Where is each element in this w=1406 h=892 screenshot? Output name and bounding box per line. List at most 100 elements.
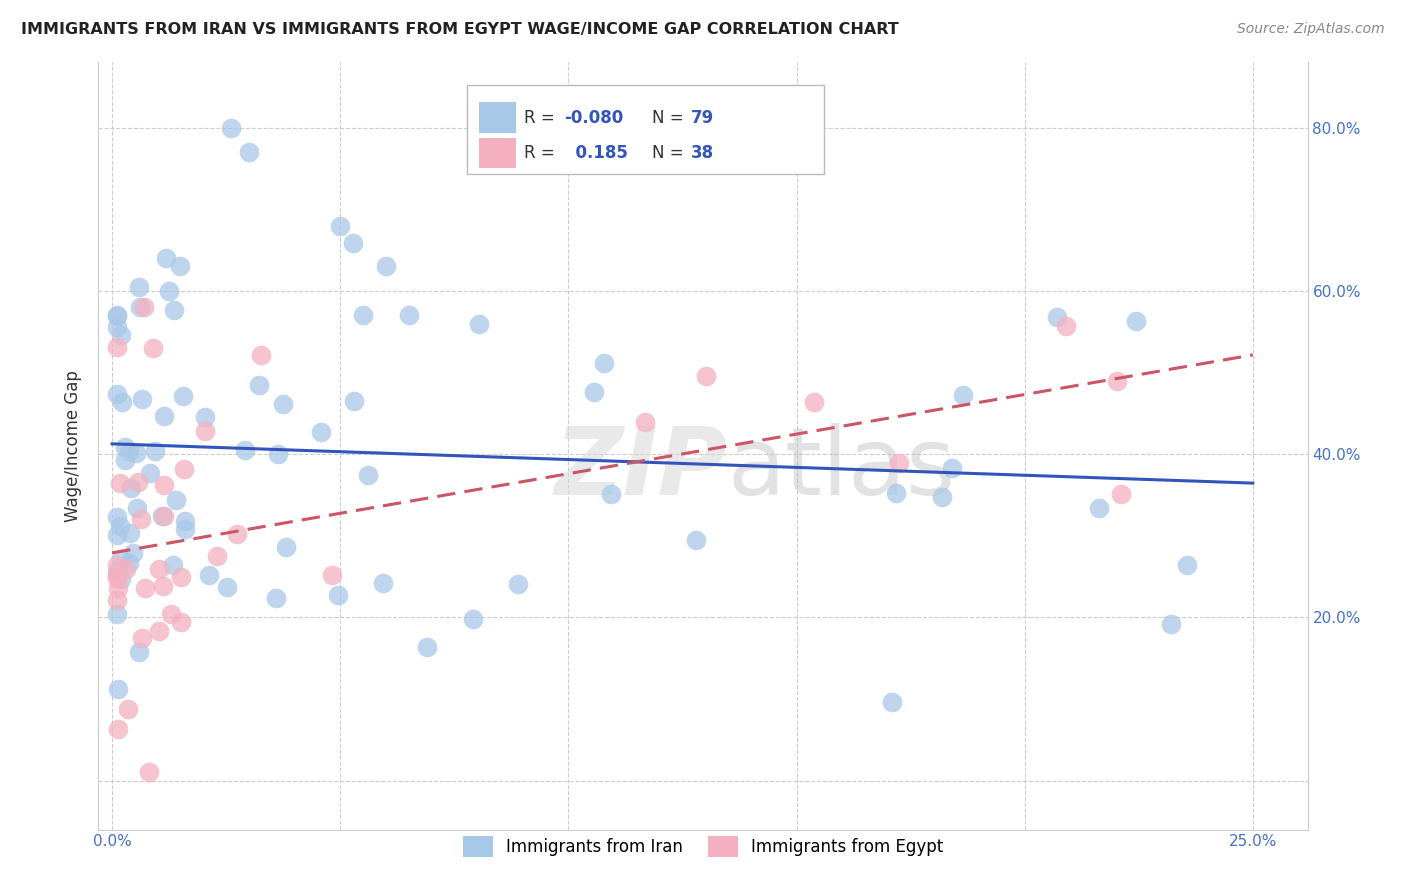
Point [352,309,374,323]
Point [152,579,174,593]
Point [1046,310,1069,324]
Point [165,492,187,507]
Point [271,397,294,411]
Point [128,645,150,659]
Point [128,280,150,294]
Point [173,461,195,475]
Point [356,468,378,483]
Point [105,387,128,401]
Point [117,701,139,715]
Point [266,591,288,606]
Point [118,443,141,458]
Point [155,251,177,265]
Text: N =: N = [652,109,689,127]
Point [105,565,128,579]
Point [309,425,332,440]
Point [194,425,217,439]
Point [131,392,153,407]
Point [114,452,136,467]
Point [115,562,138,576]
Point [508,577,530,591]
Point [105,340,128,354]
Text: 0.185: 0.185 [564,144,628,162]
Point [105,309,128,323]
Point [267,447,290,461]
Point [108,475,131,490]
Point [592,356,614,370]
Text: Source: ZipAtlas.com: Source: ZipAtlas.com [1237,22,1385,37]
Point [326,588,349,602]
Point [1160,616,1182,631]
Point [120,526,142,541]
Point [118,557,141,571]
Point [238,145,260,160]
Point [886,486,908,500]
Point [1175,558,1198,572]
Point [132,300,155,314]
Point [131,632,153,646]
Y-axis label: Wage/Income Gap: Wage/Income Gap [65,370,83,522]
Point [685,533,707,548]
Point [461,612,484,626]
Point [125,446,148,460]
Point [129,511,152,525]
Point [157,285,180,299]
Point [129,300,152,314]
Point [882,696,904,710]
Point [174,514,197,528]
Point [139,466,162,480]
Point [1054,318,1077,333]
Point [105,607,128,621]
Point [162,558,184,572]
Point [173,522,195,536]
Point [941,460,963,475]
Point [105,593,128,607]
Text: N =: N = [652,144,689,162]
Text: R =: R = [524,109,560,127]
Point [215,580,238,594]
Text: 79: 79 [690,109,714,127]
Point [110,328,132,343]
Point [374,260,396,274]
Point [105,558,128,572]
Text: atlas: atlas [727,423,956,515]
Point [803,395,825,409]
Point [134,581,156,595]
Point [194,409,217,424]
Point [152,478,174,492]
Point [127,475,149,489]
Text: R =: R = [524,144,560,162]
Point [107,582,129,596]
FancyBboxPatch shape [479,103,516,133]
Point [274,540,297,554]
Point [105,308,128,322]
Point [226,527,249,541]
Point [107,722,129,736]
Point [583,384,606,399]
Point [143,444,166,458]
Point [170,570,193,584]
Point [1107,374,1129,388]
Point [952,388,974,402]
Point [152,509,174,524]
Point [125,500,148,515]
Point [142,341,165,355]
Point [105,568,128,582]
Point [159,607,181,621]
Legend: Immigrants from Iran, Immigrants from Egypt: Immigrants from Iran, Immigrants from Eg… [456,830,950,863]
Point [111,394,134,409]
Point [197,568,219,582]
Point [634,415,657,429]
Point [468,317,491,331]
Point [105,528,128,542]
Point [122,546,145,560]
Point [170,615,193,629]
Point [169,259,191,273]
Point [138,765,160,780]
Point [110,552,132,566]
Text: 38: 38 [690,144,714,162]
Point [600,487,623,501]
Point [695,369,717,384]
Point [329,219,352,233]
Point [321,567,343,582]
